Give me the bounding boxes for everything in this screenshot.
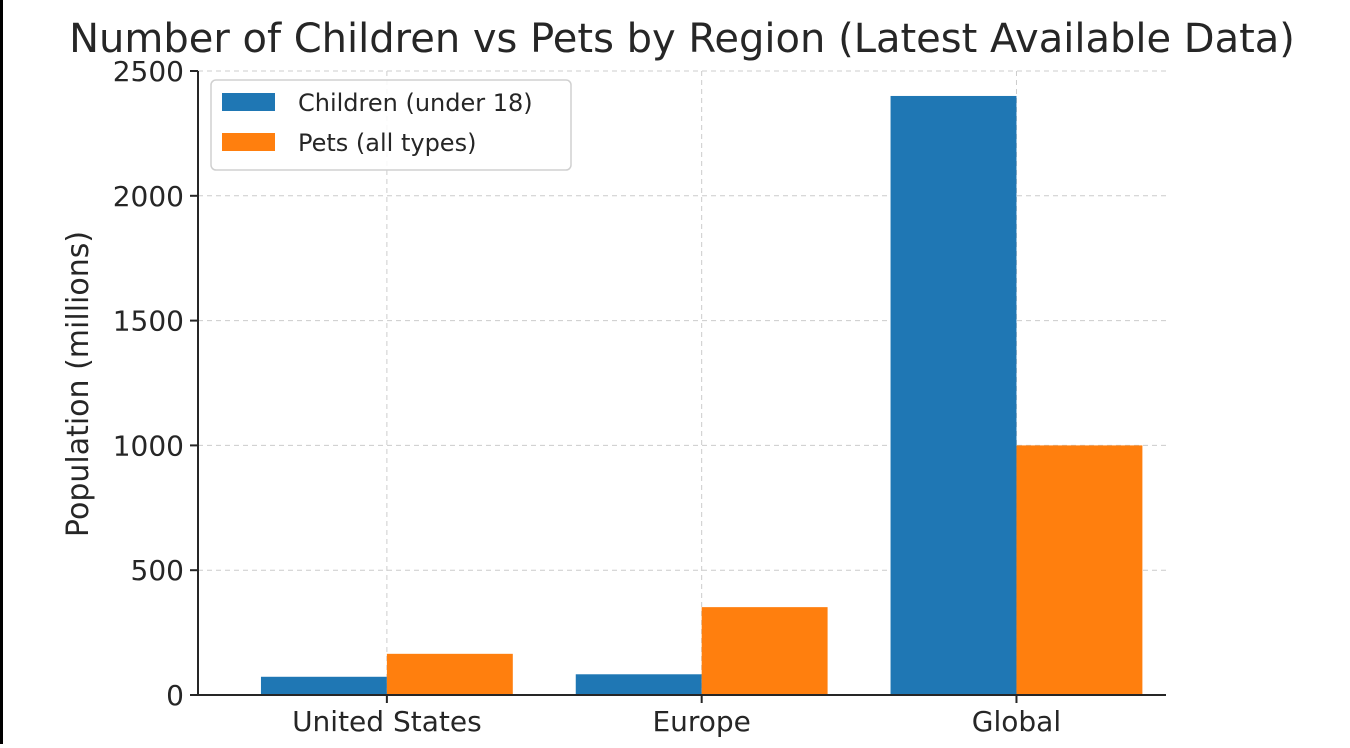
y-tick-label: 1500 <box>113 305 184 338</box>
bar-pets <box>386 653 513 695</box>
bars-layer <box>260 95 1143 695</box>
y-axis-label: Population (millions) <box>61 231 96 537</box>
legend-swatch-pets <box>222 133 275 151</box>
y-tick-label: 0 <box>166 679 184 712</box>
y-tick-label: 2000 <box>113 180 184 213</box>
legend-label: Pets (all types) <box>298 129 476 157</box>
legend-box <box>210 79 572 171</box>
x-tick-label: Europe <box>652 705 750 738</box>
bar-children <box>575 674 702 695</box>
x-tick-label: United States <box>292 705 482 738</box>
bar-pets <box>701 607 828 695</box>
y-tick-label: 1000 <box>113 429 184 462</box>
legend: Children (under 18) Pets (all types) <box>210 79 572 171</box>
bar-pets <box>1016 445 1143 695</box>
left-edge-border <box>0 0 3 744</box>
legend-swatch-children <box>222 93 275 111</box>
axes-layer: 0 500 1000 1500 2000 2500 United States Europe G… <box>113 55 1166 738</box>
bar-children <box>890 95 1017 695</box>
bar-children <box>260 676 387 695</box>
chart-title: Number of Children vs Pets by Region (La… <box>69 16 1295 62</box>
legend-label: Children (under 18) <box>298 89 533 117</box>
y-tick-label: 500 <box>131 554 184 587</box>
x-tick-label: Global <box>972 705 1061 738</box>
y-tick-label: 2500 <box>113 55 184 88</box>
